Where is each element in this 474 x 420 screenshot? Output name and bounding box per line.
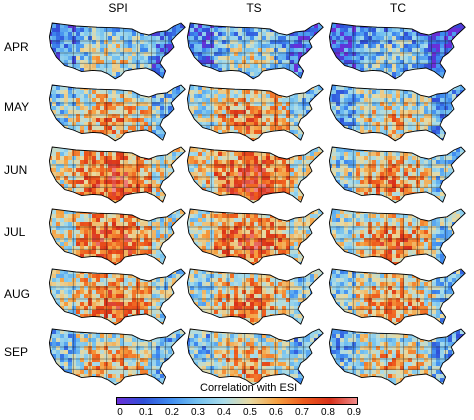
row-label-jul: JUL (4, 225, 26, 239)
map-ts-aug (186, 268, 324, 326)
map-ts-may (186, 84, 324, 142)
row-label-jun: JUN (4, 163, 28, 177)
colorbar-tick-label: 0.4 (217, 407, 231, 418)
colorbar-tick-label: 0 (117, 407, 123, 418)
map-tc-jul (328, 208, 466, 266)
map-tc-aug (328, 268, 466, 326)
map-ts-jun (186, 146, 324, 204)
colorbar-tick-label: 0.5 (243, 407, 257, 418)
colorbar-title: Correlation with ESI (200, 382, 298, 394)
column-title-tc: TC (390, 1, 406, 15)
map-spi-may (48, 84, 186, 142)
row-label-sep: SEP (4, 345, 29, 359)
row-label-aug: AUG (4, 287, 31, 301)
colorbar-tick-label: 0.1 (139, 407, 153, 418)
colorbar-tick-label: 0.3 (191, 407, 205, 418)
colorbar-tick-label: 0.6 (269, 407, 283, 418)
map-ts-apr (186, 22, 324, 80)
colorbar-tick-label: 0.2 (165, 407, 179, 418)
map-spi-aug (48, 268, 186, 326)
column-title-ts: TS (246, 1, 262, 15)
map-tc-jun (328, 146, 466, 204)
map-spi-jul (48, 208, 186, 266)
map-tc-may (328, 84, 466, 142)
colorbar-tick-label: 0.9 (347, 407, 361, 418)
map-spi-apr (48, 22, 186, 80)
map-ts-sep (186, 328, 324, 386)
row-label-apr: APR (4, 40, 29, 54)
column-title-spi: SPI (108, 1, 128, 15)
colorbar-tick-label: 0.7 (295, 407, 309, 418)
map-spi-jun (48, 146, 186, 204)
map-tc-sep (328, 328, 466, 386)
map-tc-apr (328, 22, 466, 80)
map-spi-sep (48, 328, 186, 386)
map-ts-jul (186, 208, 324, 266)
colorbar-tick-label: 0.8 (321, 407, 335, 418)
colorbar (116, 397, 358, 405)
row-label-may: MAY (4, 100, 30, 114)
